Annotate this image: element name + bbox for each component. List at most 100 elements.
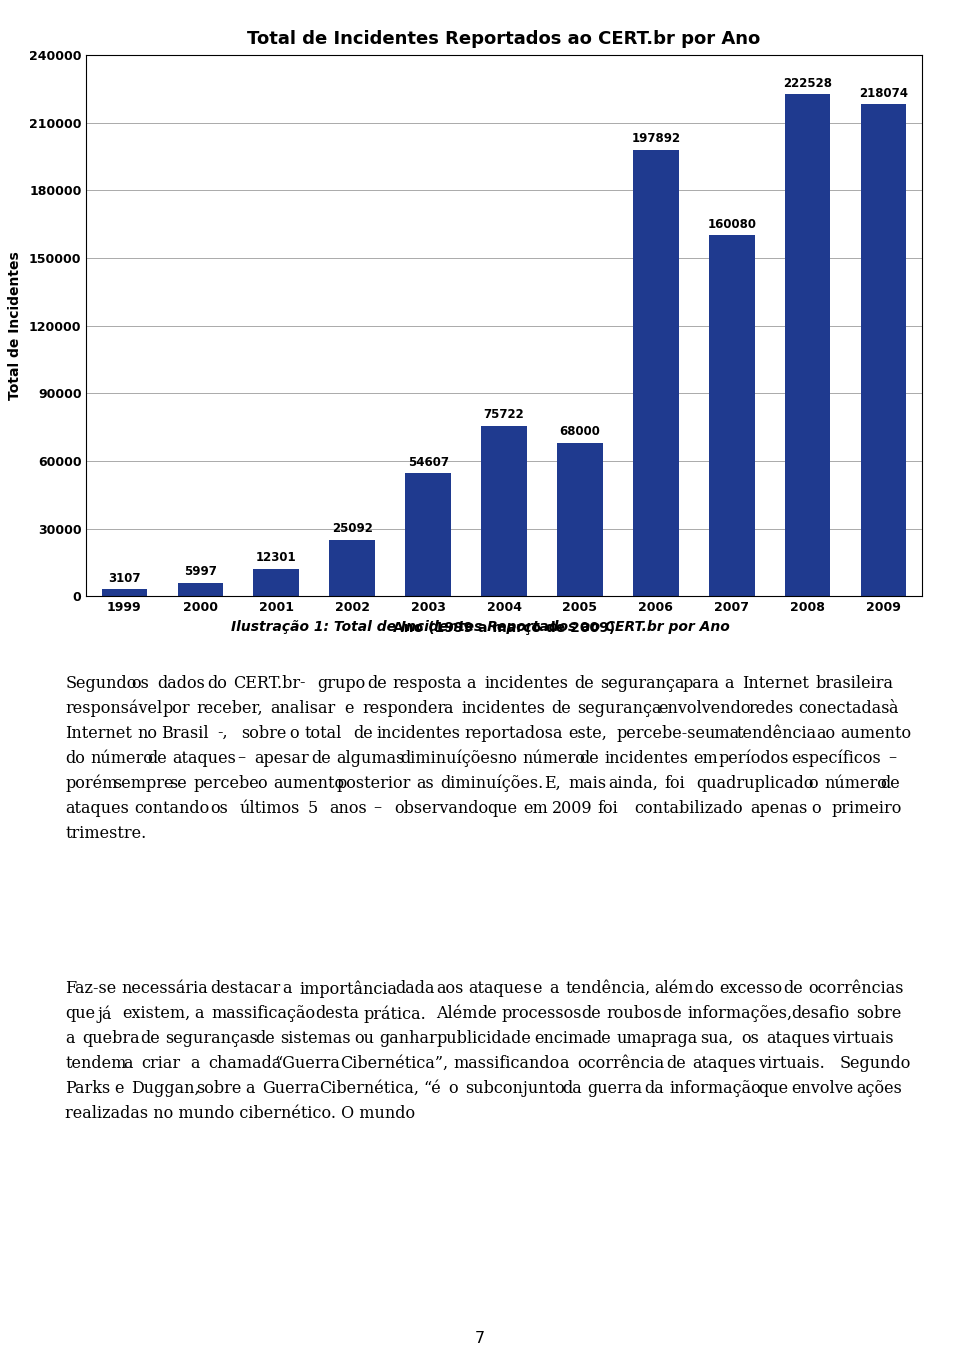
- Text: número: número: [90, 750, 153, 766]
- Text: observando: observando: [395, 799, 489, 817]
- Text: o: o: [448, 1080, 458, 1097]
- Text: roubos: roubos: [606, 1005, 662, 1023]
- Text: uma: uma: [705, 724, 739, 742]
- Text: a: a: [444, 699, 453, 717]
- Text: reportados: reportados: [465, 724, 554, 742]
- Text: responsável: responsável: [65, 699, 162, 717]
- Text: 160080: 160080: [708, 218, 756, 230]
- Text: 3107: 3107: [108, 572, 140, 585]
- Text: Além: Além: [437, 1005, 478, 1023]
- Text: envolvendo: envolvendo: [659, 699, 752, 717]
- Text: porém: porém: [65, 775, 118, 792]
- Text: ataques: ataques: [172, 750, 236, 766]
- Text: resposta: resposta: [393, 675, 463, 691]
- Text: para: para: [683, 675, 719, 691]
- Text: ainda,: ainda,: [609, 775, 659, 791]
- Text: este,: este,: [568, 724, 608, 742]
- Text: receber,: receber,: [197, 699, 263, 717]
- Text: virtuais.: virtuais.: [758, 1056, 825, 1072]
- Text: quadruplicado: quadruplicado: [696, 775, 814, 791]
- Text: de: de: [574, 675, 594, 691]
- Text: algumas: algumas: [336, 750, 404, 766]
- Text: se: se: [169, 775, 187, 791]
- Text: além: além: [654, 980, 694, 997]
- Text: aumento: aumento: [840, 724, 911, 742]
- Text: apesar: apesar: [254, 750, 309, 766]
- Text: de: de: [140, 1030, 160, 1047]
- Text: aumento: aumento: [273, 775, 344, 791]
- Text: 7: 7: [475, 1331, 485, 1346]
- Text: a: a: [724, 675, 733, 691]
- Text: existem,: existem,: [122, 1005, 190, 1023]
- Text: número: número: [824, 775, 887, 791]
- Text: Segundo: Segundo: [840, 1056, 911, 1072]
- Text: contando: contando: [134, 799, 209, 817]
- Text: de: de: [591, 1030, 612, 1047]
- Text: de: de: [880, 775, 900, 791]
- Text: E,: E,: [544, 775, 562, 791]
- Text: ações: ações: [856, 1080, 901, 1097]
- Text: quebra: quebra: [83, 1030, 140, 1047]
- Text: –: –: [888, 750, 896, 766]
- Text: CERT.br: CERT.br: [233, 675, 300, 691]
- Text: informação: informação: [669, 1080, 761, 1097]
- Text: os: os: [741, 1030, 759, 1047]
- Text: tendem: tendem: [65, 1056, 127, 1072]
- Text: Internet: Internet: [742, 675, 809, 691]
- Text: do: do: [695, 980, 714, 997]
- Text: a: a: [549, 980, 559, 997]
- Bar: [709, 236, 755, 596]
- Bar: [557, 443, 603, 596]
- Text: ataques: ataques: [468, 980, 532, 997]
- Text: seguranças: seguranças: [166, 1030, 258, 1047]
- Bar: [405, 473, 451, 596]
- Text: segurança: segurança: [600, 675, 684, 691]
- Text: primeiro: primeiro: [832, 799, 902, 817]
- Text: sobre: sobre: [856, 1005, 901, 1023]
- Text: ocorrência: ocorrência: [577, 1056, 664, 1072]
- Text: brasileira: brasileira: [816, 675, 894, 691]
- Text: processos: processos: [501, 1005, 582, 1023]
- Text: total: total: [305, 724, 342, 742]
- Text: no: no: [137, 724, 157, 742]
- Text: realizadas no mundo cibernético. O mundo: realizadas no mundo cibernético. O mundo: [65, 1105, 416, 1123]
- Text: tendência,: tendência,: [565, 980, 651, 997]
- Text: Cibernética,: Cibernética,: [319, 1080, 419, 1097]
- Text: de: de: [367, 675, 387, 691]
- Text: “é: “é: [423, 1080, 442, 1097]
- Text: -: -: [299, 675, 304, 691]
- Text: praga: praga: [650, 1030, 698, 1047]
- Text: o: o: [257, 775, 267, 791]
- Text: criar: criar: [141, 1056, 180, 1072]
- Text: que: que: [65, 1005, 95, 1023]
- Bar: [178, 583, 223, 596]
- Text: de: de: [783, 980, 804, 997]
- Text: a: a: [195, 1005, 204, 1023]
- Text: prática.: prática.: [364, 1005, 426, 1023]
- Text: mais: mais: [568, 775, 607, 791]
- Text: tendência: tendência: [736, 724, 816, 742]
- Text: desafio: desafio: [791, 1005, 850, 1023]
- Text: já: já: [98, 1005, 112, 1023]
- X-axis label: Ano (1999 a março de 2009): Ano (1999 a março de 2009): [393, 621, 615, 635]
- Text: a: a: [191, 1056, 200, 1072]
- Text: a: a: [282, 980, 292, 997]
- Text: informações,: informações,: [687, 1005, 792, 1023]
- Text: de: de: [352, 724, 372, 742]
- Bar: [253, 569, 299, 596]
- Text: segurança: segurança: [577, 699, 661, 717]
- Y-axis label: Total de Incidentes: Total de Incidentes: [8, 251, 22, 400]
- Text: de: de: [311, 750, 330, 766]
- Text: posterior: posterior: [337, 775, 411, 791]
- Text: Faz-se: Faz-se: [65, 980, 116, 997]
- Text: envolve: envolve: [791, 1080, 853, 1097]
- Text: 222528: 222528: [783, 77, 832, 89]
- Text: o: o: [808, 775, 818, 791]
- Text: Guerra: Guerra: [262, 1080, 320, 1097]
- Text: número: número: [522, 750, 586, 766]
- Text: que: que: [758, 1080, 788, 1097]
- Text: de: de: [580, 750, 599, 766]
- Text: “Guerra: “Guerra: [275, 1056, 340, 1072]
- Text: incidentes: incidentes: [376, 724, 461, 742]
- Title: Total de Incidentes Reportados ao CERT.br por Ano: Total de Incidentes Reportados ao CERT.b…: [248, 30, 760, 48]
